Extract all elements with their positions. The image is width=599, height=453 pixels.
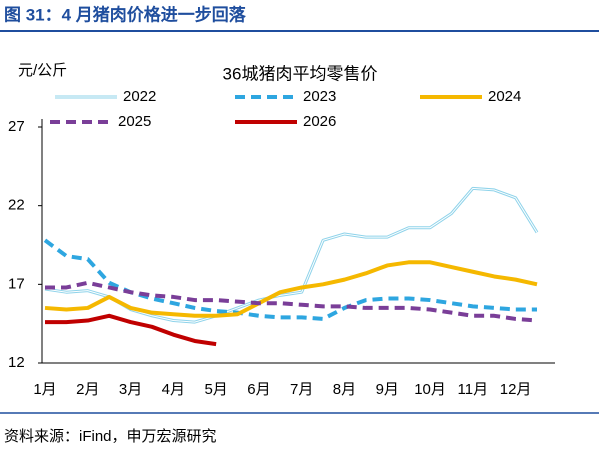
x-tick-label: 3月 [119, 381, 142, 398]
x-tick-label: 4月 [162, 381, 185, 398]
y-tick-label: 12 [8, 354, 25, 371]
chart-title: 36城猪肉平均零售价 [223, 64, 378, 83]
series-line [45, 313, 217, 347]
x-tick-label: 8月 [333, 381, 356, 398]
legend-label: 2025 [118, 113, 151, 130]
x-tick-label: 7月 [290, 381, 313, 398]
x-tick-label: 12月 [500, 381, 532, 398]
legend-label: 2026 [303, 113, 336, 130]
x-tick-label: 1月 [33, 381, 56, 398]
series-line [44, 260, 538, 318]
y-axis-label: 元/公斤 [18, 62, 67, 79]
series-line [45, 280, 538, 323]
x-tick-label: 5月 [204, 381, 227, 398]
legend-label: 2023 [303, 88, 336, 105]
legend-label: 2022 [123, 88, 156, 105]
x-tick-label: 11月 [458, 381, 489, 398]
y-tick-label: 22 [8, 197, 25, 214]
y-tick-label: 17 [8, 275, 25, 292]
legend-label: 2024 [488, 88, 521, 105]
series-line [43, 238, 537, 321]
footer-source: 资料来源：iFind，申万宏源研究 [4, 428, 217, 445]
x-tick-label: 6月 [247, 381, 270, 398]
header-title: 图 31：4 月猪肉价格进一步回落 [4, 4, 247, 24]
x-tick-label: 10月 [414, 381, 446, 398]
y-tick-label: 27 [8, 118, 25, 135]
x-tick-label: 9月 [376, 381, 399, 398]
x-tick-label: 2月 [76, 381, 99, 398]
